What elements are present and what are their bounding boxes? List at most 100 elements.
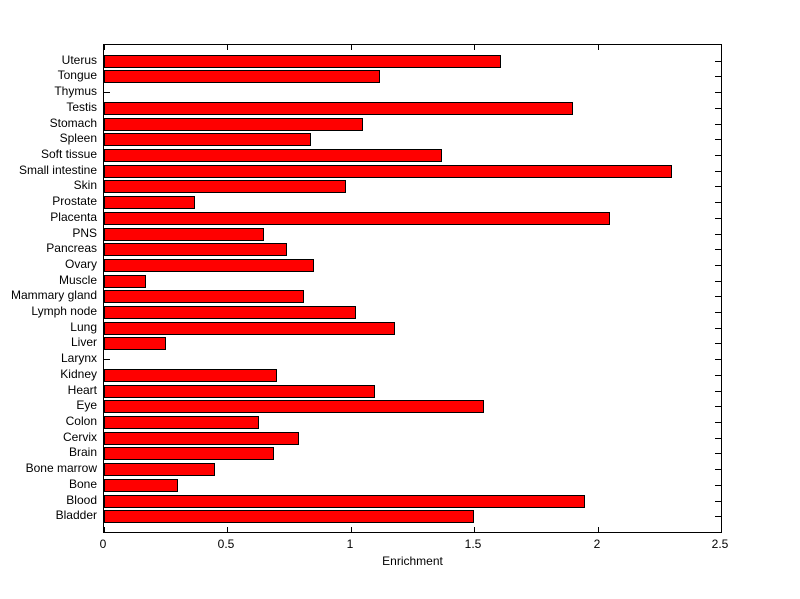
bar-testis: [104, 102, 573, 115]
x-tick-bottom: [104, 527, 105, 532]
bar-muscle: [104, 275, 146, 288]
bar-kidney: [104, 369, 277, 382]
y-tick-right: [715, 281, 721, 282]
x-tick-top: [598, 45, 599, 50]
x-tick-bottom: [598, 527, 599, 532]
y-tick-right: [715, 438, 721, 439]
y-tick-right: [715, 76, 721, 77]
x-tick-top: [721, 45, 722, 50]
y-tick-label: Testis: [66, 100, 97, 114]
x-tick-label: 1: [346, 537, 354, 551]
y-tick-label: Bladder: [55, 508, 97, 522]
x-tick-label: 2: [593, 537, 601, 551]
y-tick-right: [715, 202, 721, 203]
y-tick-right: [715, 453, 721, 454]
x-tick-label: 2.5: [711, 537, 729, 551]
y-tick-right: [715, 391, 721, 392]
x-tick-top: [227, 45, 228, 50]
y-tick-left: [104, 359, 110, 360]
y-tick-right: [715, 265, 721, 266]
x-axis-title: Enrichment: [382, 554, 443, 568]
y-tick-label: Lymph node: [31, 304, 97, 318]
y-tick-label: Muscle: [58, 273, 97, 287]
bar-skin: [104, 180, 346, 193]
x-tick-bottom: [351, 527, 352, 532]
bar-bladder: [104, 510, 475, 523]
bar-brain: [104, 447, 275, 460]
y-tick-label: Kidney: [60, 367, 97, 381]
y-tick-right: [715, 61, 721, 62]
y-tick-label: Soft tissue: [40, 147, 97, 161]
y-tick-label: Placenta: [50, 210, 97, 224]
bar-stomach: [104, 118, 364, 131]
bar-uterus: [104, 55, 502, 68]
bar-lung: [104, 322, 396, 335]
y-tick-right: [715, 312, 721, 313]
y-tick-right: [715, 218, 721, 219]
bar-ovary: [104, 259, 314, 272]
y-tick-left: [104, 92, 110, 93]
y-tick-right: [715, 234, 721, 235]
bar-heart: [104, 385, 376, 398]
x-tick-bottom: [227, 527, 228, 532]
y-tick-right: [715, 155, 721, 156]
y-tick-right: [715, 516, 721, 517]
y-tick-label: Cervix: [62, 430, 97, 444]
y-tick-right: [715, 406, 721, 407]
y-tick-right: [715, 296, 721, 297]
y-tick-label: Heart: [67, 383, 97, 397]
y-tick-right: [715, 343, 721, 344]
bar-small-intestine: [104, 165, 672, 178]
y-tick-label: Ovary: [64, 257, 97, 271]
y-tick-label: Pancreas: [46, 241, 97, 255]
bar-tongue: [104, 70, 381, 83]
x-tick-top: [474, 45, 475, 50]
y-tick-right: [715, 249, 721, 250]
y-tick-right: [715, 485, 721, 486]
bar-liver: [104, 337, 166, 350]
y-tick-label: Thymus: [54, 84, 97, 98]
y-tick-label: Colon: [65, 414, 97, 428]
y-tick-label: Spleen: [59, 131, 97, 145]
y-tick-label: Mammary gland: [10, 288, 97, 302]
y-tick-right: [715, 186, 721, 187]
y-tick-label: Larynx: [60, 351, 97, 365]
bar-spleen: [104, 133, 312, 146]
y-tick-right: [715, 92, 721, 93]
x-tick-top: [104, 45, 105, 50]
y-tick-label: Bone: [68, 477, 97, 491]
bar-eye: [104, 400, 485, 413]
y-tick-label: Prostate: [52, 194, 97, 208]
y-tick-label: Brain: [68, 445, 97, 459]
y-tick-label: Bone marrow: [25, 461, 97, 475]
y-tick-right: [715, 328, 721, 329]
x-tick-label: 0.5: [217, 537, 235, 551]
y-tick-label: Uterus: [61, 53, 97, 67]
y-tick-label: PNS: [72, 226, 97, 240]
bar-placenta: [104, 212, 610, 225]
plot-area: [103, 44, 722, 533]
y-tick-right: [715, 422, 721, 423]
x-tick-top: [351, 45, 352, 50]
bar-mammary-gland: [104, 290, 304, 303]
bar-prostate: [104, 196, 196, 209]
x-tick-label: 0: [99, 537, 107, 551]
y-tick-label: Blood: [66, 493, 97, 507]
y-tick-label: Lung: [70, 320, 97, 334]
bar-pancreas: [104, 243, 287, 256]
y-tick-right: [715, 139, 721, 140]
x-tick-label: 1.5: [464, 537, 482, 551]
y-tick-right: [715, 108, 721, 109]
bar-bone-marrow: [104, 463, 216, 476]
bar-lymph-node: [104, 306, 356, 319]
y-tick-right: [715, 124, 721, 125]
x-tick-bottom: [721, 527, 722, 532]
bar-pns: [104, 228, 265, 241]
y-tick-right: [715, 501, 721, 502]
y-tick-label: Small intestine: [18, 163, 97, 177]
y-tick-right: [715, 359, 721, 360]
y-tick-label: Liver: [70, 335, 97, 349]
y-tick-label: Stomach: [49, 116, 97, 130]
bar-soft-tissue: [104, 149, 443, 162]
